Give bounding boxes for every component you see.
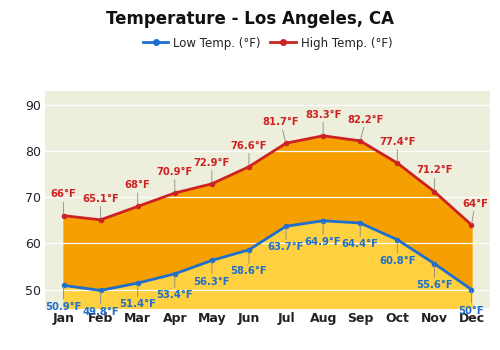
Text: 64.4°F: 64.4°F: [342, 224, 378, 249]
Text: 77.4°F: 77.4°F: [379, 137, 416, 162]
Text: 49.8°F: 49.8°F: [82, 292, 119, 317]
Text: 68°F: 68°F: [125, 180, 150, 205]
Text: 66°F: 66°F: [50, 189, 76, 214]
Text: 81.7°F: 81.7°F: [262, 117, 299, 142]
Text: 82.2°F: 82.2°F: [348, 115, 384, 140]
Text: 51.4°F: 51.4°F: [120, 285, 156, 309]
Text: 53.4°F: 53.4°F: [156, 275, 193, 300]
Text: 72.9°F: 72.9°F: [194, 158, 230, 182]
Legend: Low Temp. (°F), High Temp. (°F): Low Temp. (°F), High Temp. (°F): [138, 32, 397, 54]
Text: 56.3°F: 56.3°F: [194, 262, 230, 287]
Text: 63.7°F: 63.7°F: [268, 228, 304, 252]
Text: 64°F: 64°F: [462, 199, 488, 224]
Text: 65.1°F: 65.1°F: [82, 194, 119, 218]
Text: 58.6°F: 58.6°F: [230, 251, 268, 276]
Text: 55.6°F: 55.6°F: [416, 265, 453, 290]
Text: 83.3°F: 83.3°F: [305, 110, 342, 134]
Text: 60.8°F: 60.8°F: [379, 241, 416, 266]
Text: 64.9°F: 64.9°F: [305, 222, 342, 247]
Text: 71.2°F: 71.2°F: [416, 166, 453, 190]
Text: 70.9°F: 70.9°F: [156, 167, 193, 192]
Text: 50.9°F: 50.9°F: [46, 287, 82, 312]
Text: 50°F: 50°F: [458, 291, 484, 316]
Text: Temperature - Los Angeles, CA: Temperature - Los Angeles, CA: [106, 10, 394, 28]
Text: 76.6°F: 76.6°F: [230, 141, 267, 165]
